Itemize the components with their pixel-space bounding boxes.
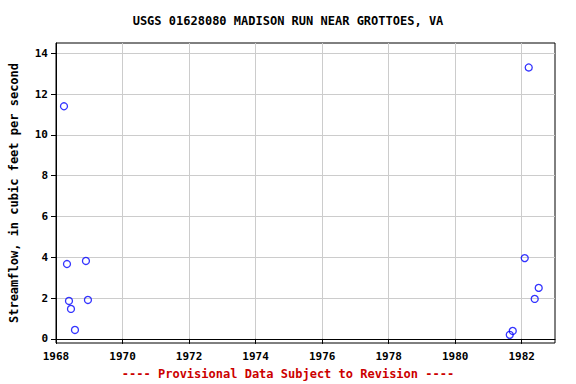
svg-text:1980: 1980 [442,350,469,363]
svg-text:1976: 1976 [309,350,336,363]
svg-text:10: 10 [35,128,48,141]
svg-text:2: 2 [41,292,48,305]
svg-text:0: 0 [41,332,48,345]
svg-text:USGS 01628080 MADISON RUN NEAR: USGS 01628080 MADISON RUN NEAR GROTTOES,… [133,14,444,28]
svg-text:6: 6 [41,210,48,223]
svg-text:1970: 1970 [109,350,135,363]
svg-text:1982: 1982 [508,350,535,363]
svg-text:1968: 1968 [43,350,70,363]
svg-text:Streamflow, in cubic feet per: Streamflow, in cubic feet per second [7,63,21,323]
svg-text:12: 12 [35,88,48,101]
svg-text:14: 14 [35,47,49,60]
svg-text:4: 4 [41,251,48,264]
svg-text:1978: 1978 [375,350,402,363]
svg-text:1972: 1972 [176,350,203,363]
svg-text:---- Provisional Data Subject: ---- Provisional Data Subject to Revisio… [122,367,454,381]
svg-text:8: 8 [41,169,48,182]
svg-text:1974: 1974 [242,350,269,363]
